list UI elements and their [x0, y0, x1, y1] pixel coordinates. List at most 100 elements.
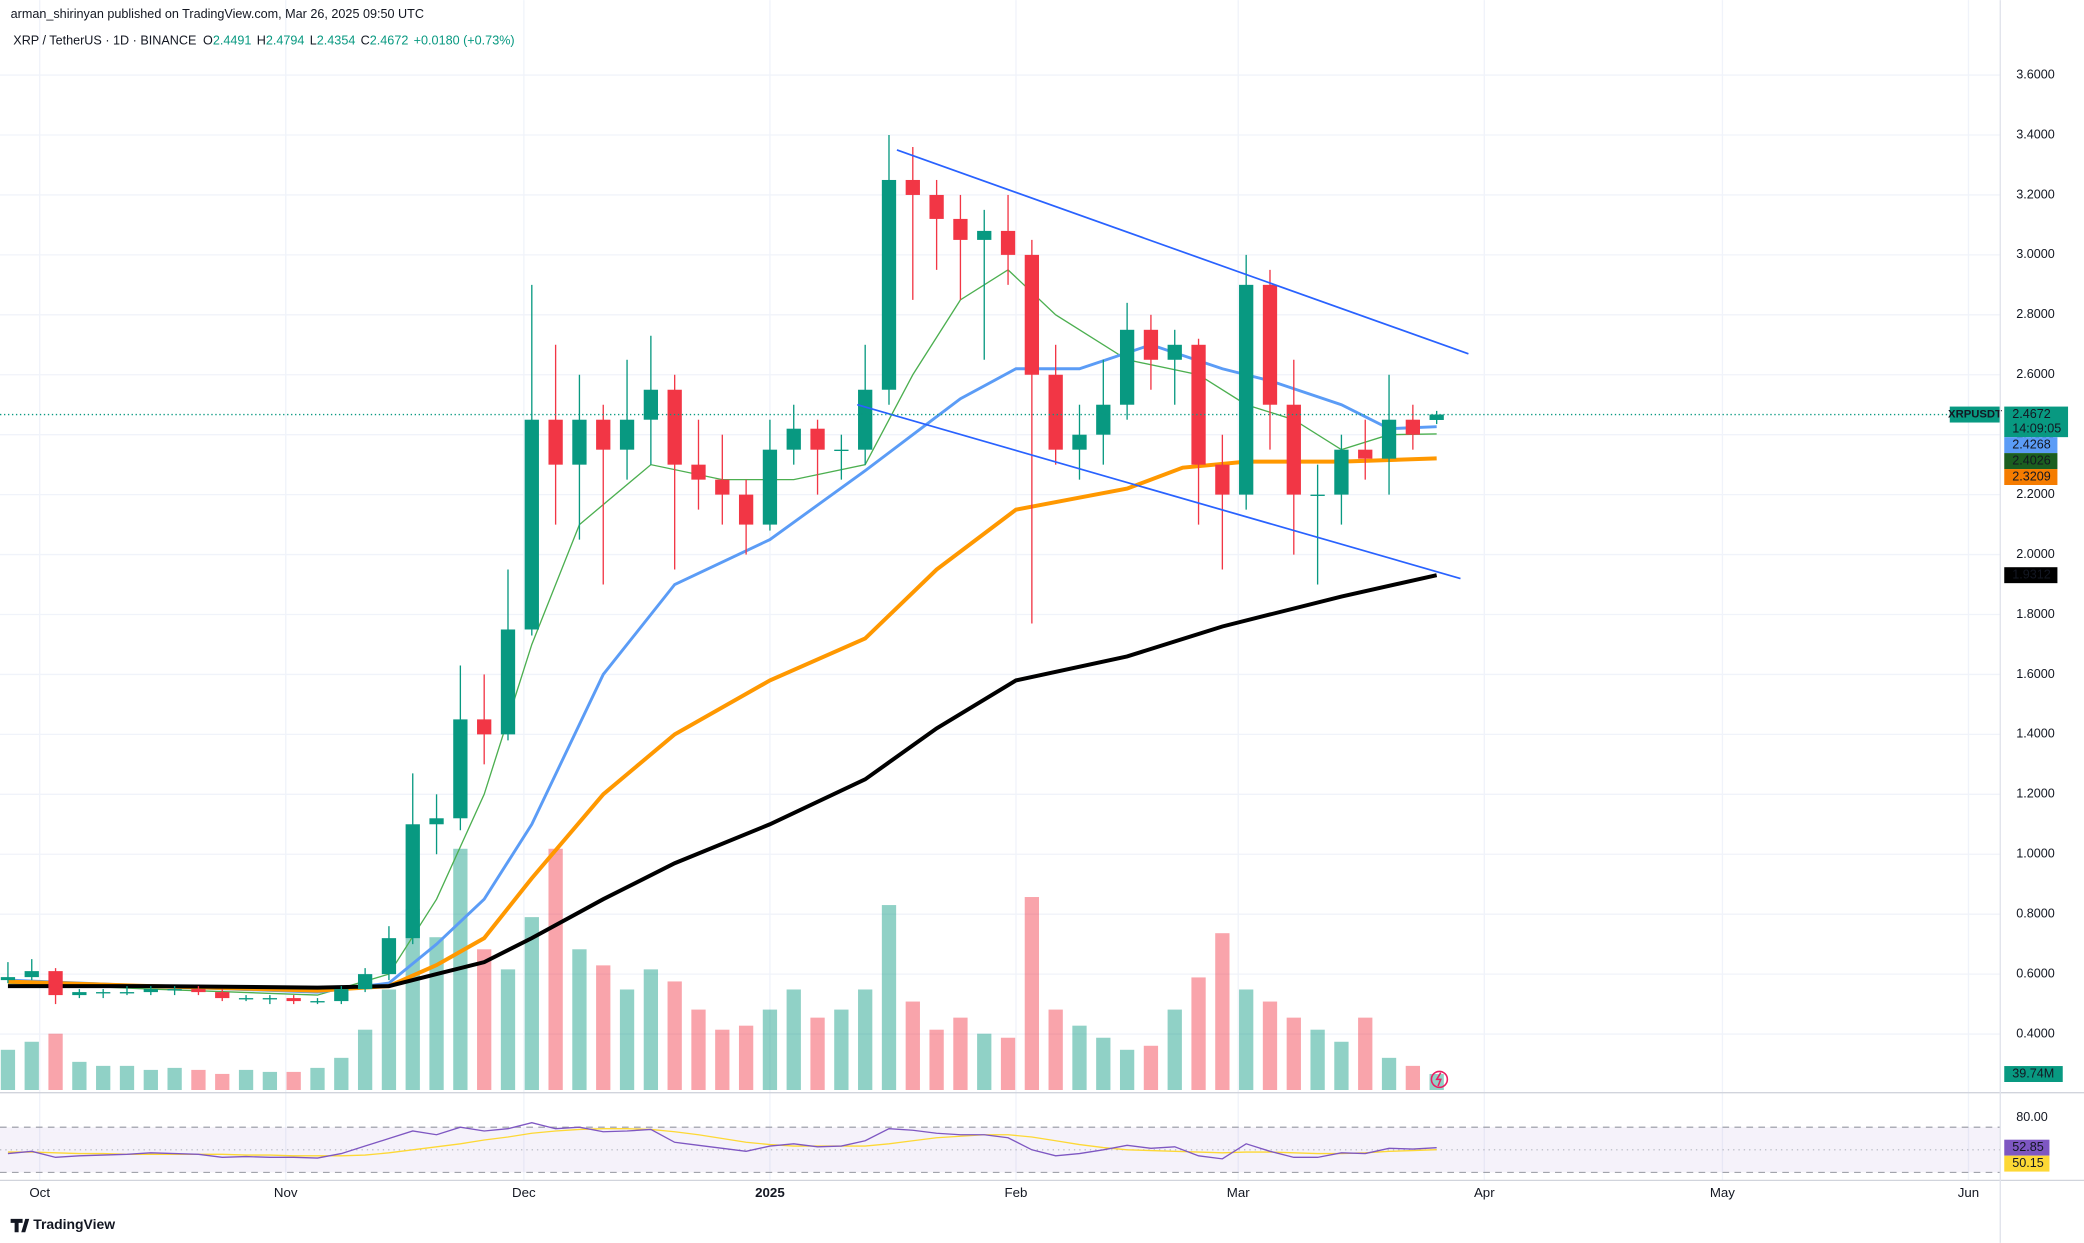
volume-bar [215, 1073, 230, 1091]
rsi-ma [7, 1128, 1437, 1157]
rsi-line [7, 1122, 1437, 1160]
logo-text: TradingView [33, 1216, 115, 1232]
publisher: arman_shirinyan published on TradingView… [11, 7, 424, 21]
ohlc-value: 2.4672 [370, 34, 409, 48]
candle-body [810, 428, 825, 450]
volume-bar [810, 1017, 825, 1091]
candle-body [453, 719, 468, 819]
candle-body [429, 818, 444, 825]
candle-body [1405, 419, 1421, 435]
candle-body [72, 992, 87, 996]
candle-body [24, 971, 39, 978]
volume-bar [619, 989, 635, 1091]
volume-bar [119, 1065, 135, 1091]
volume-bar [477, 949, 492, 1091]
rsi-badge [2004, 1139, 2050, 1156]
volume-bar [1119, 1049, 1135, 1091]
ohlc-letter: H [257, 34, 266, 48]
volume-bar [286, 1071, 301, 1091]
candle-body [619, 419, 635, 450]
candle-body [691, 464, 706, 480]
volume-bar [1429, 1074, 1444, 1091]
candle-body [977, 230, 992, 240]
volume-badge-text: 39.74M [2012, 1066, 2054, 1080]
candle-body [119, 992, 135, 994]
volume-bar [691, 1009, 706, 1091]
volume-bar [191, 1069, 206, 1091]
volume-bar [1000, 1037, 1016, 1091]
ma-badge-text: 2.4268 [2012, 437, 2051, 451]
candle-body [1262, 284, 1278, 405]
candle-body [1143, 329, 1159, 360]
volume-bar [548, 848, 563, 1091]
candle-body [334, 989, 349, 1002]
volume-bar [858, 989, 873, 1091]
rsi-lines [7, 1122, 1437, 1160]
volume-bar [1096, 1037, 1111, 1091]
x-tick-label: Dec [512, 1185, 536, 1200]
y-tick-label: 2.0000 [2016, 547, 2055, 561]
volume-bar [762, 1009, 778, 1091]
candle-body [1286, 404, 1301, 495]
logo-icon [10, 1218, 30, 1233]
candle-body [881, 179, 897, 390]
candle-body [262, 998, 278, 1000]
y-tick-label: 3.2000 [2016, 187, 2055, 201]
volume-bar [310, 1067, 325, 1091]
x-tick-label: Mar [1227, 1185, 1250, 1200]
candle-body [96, 992, 111, 994]
candle-body [596, 419, 611, 450]
candle-body [1167, 344, 1182, 360]
candle-body [0, 977, 16, 981]
volume-bar [572, 949, 587, 1091]
volume-bar [596, 965, 611, 1091]
x-tick-label: Nov [274, 1185, 298, 1200]
candle-body [191, 989, 206, 993]
candle-body [905, 179, 920, 195]
candle-body [167, 989, 182, 991]
candle-body [1072, 434, 1087, 450]
y-tick-label: 1.4000 [2016, 727, 2055, 741]
volume-bar [167, 1067, 182, 1091]
volume-bar [238, 1069, 254, 1091]
volume-bar [262, 1071, 278, 1091]
candle-body [1024, 254, 1040, 375]
rsi-badge-text: 50.15 [2012, 1156, 2044, 1170]
volume-bar [929, 1029, 944, 1091]
volume-bar [1286, 1017, 1301, 1091]
candle-body [310, 1001, 325, 1003]
volume-bar [72, 1061, 87, 1091]
volume-bar [1215, 933, 1230, 1091]
candle-body [572, 419, 587, 465]
x-tick-label: May [1710, 1185, 1735, 1200]
volume-bar [834, 1009, 849, 1091]
grid [0, 0, 2001, 1181]
candle-body [929, 194, 944, 219]
volume-bar [667, 981, 682, 1091]
ohlc-letter: L [310, 34, 317, 48]
candle-body [643, 389, 659, 420]
y-tick-label: 3.4000 [2016, 127, 2055, 141]
ma-badge [2004, 437, 2058, 454]
candle-body [834, 449, 849, 452]
volume-bar [977, 1033, 992, 1091]
price-badge-text: 2.4672 [2012, 407, 2051, 421]
volume-bar [1405, 1065, 1421, 1091]
trend-line [896, 149, 1469, 355]
candle-body [1119, 329, 1135, 405]
ma-badge-text: 2.3209 [2012, 469, 2051, 483]
volume-bar [405, 909, 420, 1091]
x-tick-label: 2025 [755, 1185, 785, 1200]
symbol-legend: XRP / TetherUS · 1D · BINANCE O2.4491 H2.4… [13, 34, 514, 48]
alert-icon[interactable] [1430, 1070, 1449, 1089]
moving-average [7, 573, 1438, 990]
volume-bar [1358, 1017, 1373, 1091]
symbol: XRP / TetherUS · 1D · BINANCE [13, 34, 196, 48]
candle-body [500, 629, 516, 735]
candle-body [477, 719, 492, 735]
price-badge [2004, 406, 2069, 438]
y-tick-label: 0.6000 [2016, 966, 2055, 980]
volume-bar [1334, 1041, 1349, 1091]
candle-body [1096, 404, 1111, 435]
